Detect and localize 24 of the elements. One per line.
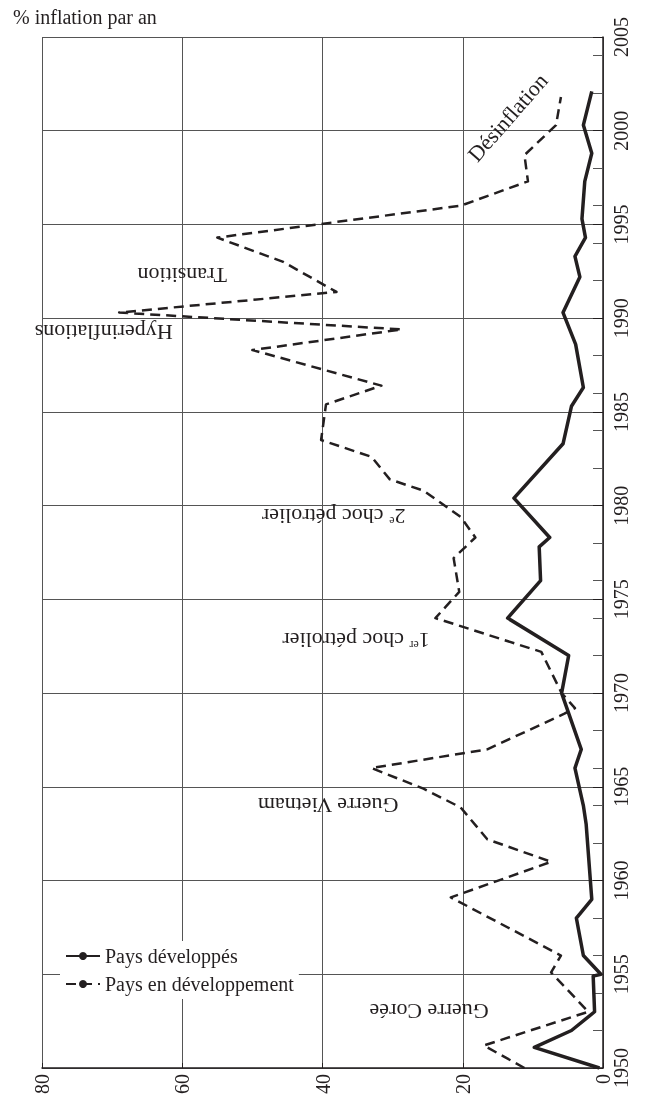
y-tick-label: 1995 bbox=[610, 204, 632, 245]
annotation: Transition bbox=[137, 262, 228, 288]
y-tick-label: 1970 bbox=[610, 673, 632, 714]
x-tick-label: 60 bbox=[171, 1074, 194, 1094]
annotation: 2e choc pétrolier bbox=[261, 503, 406, 529]
annotation: 1er choc pétrolier bbox=[281, 627, 430, 653]
y-tick-label: 1965 bbox=[610, 766, 632, 807]
y-tick-label: 2005 bbox=[610, 17, 632, 57]
legend-label: Pays développés bbox=[105, 945, 238, 968]
legend-label: Pays en développement bbox=[105, 973, 295, 996]
annotation: Guerre Vietnam bbox=[257, 792, 399, 818]
x-tick-label: 80 bbox=[31, 1074, 53, 1094]
annotation: Hyperinflations bbox=[34, 320, 173, 346]
y-tick-label: 1955 bbox=[610, 954, 632, 995]
x-tick-label: 40 bbox=[311, 1074, 334, 1094]
x-tick-label: 20 bbox=[451, 1074, 474, 1094]
y-tick-label: 2000 bbox=[610, 110, 632, 151]
y-tick-label: 1975 bbox=[610, 579, 632, 620]
y-tick-label: 1985 bbox=[610, 391, 632, 432]
x-axis-title: % inflation par an bbox=[13, 6, 157, 29]
y-tick-label: 1990 bbox=[610, 298, 632, 339]
annotation: Guerre Corée bbox=[369, 998, 489, 1024]
y-tick-label: 1960 bbox=[610, 860, 632, 901]
y-tick-label: 1980 bbox=[610, 485, 632, 526]
